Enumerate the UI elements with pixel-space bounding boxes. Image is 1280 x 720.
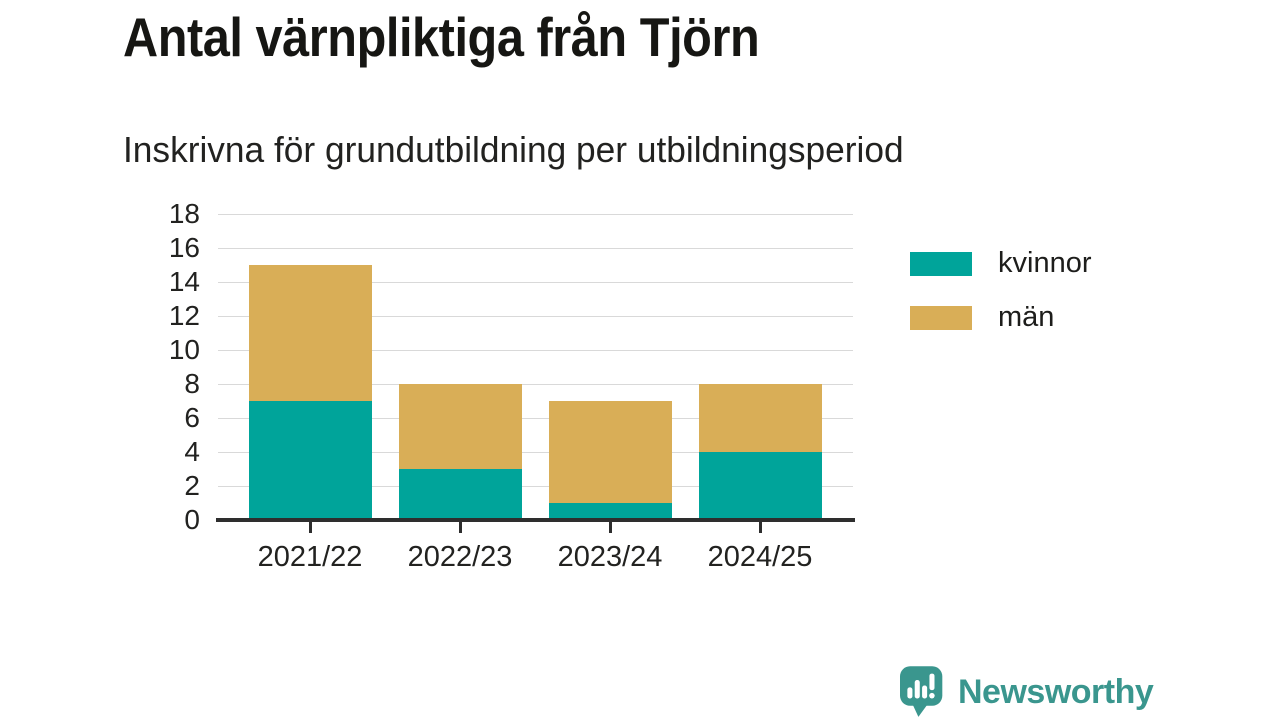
y-axis-tick-label: 4 — [184, 436, 200, 467]
bar-segment-män-2021/22 — [248, 265, 372, 401]
bar-segment-män-2023/24 — [548, 401, 672, 503]
gridline-8 — [218, 383, 853, 385]
x-axis-tick-2024/25 — [758, 522, 762, 533]
x-axis-tick-2022/23 — [458, 522, 462, 533]
gridline-14 — [218, 281, 853, 283]
y-axis-tick-label: 6 — [184, 402, 200, 433]
legend: kvinnor män — [910, 247, 1092, 355]
x-axis-tick-2023/24 — [608, 522, 612, 533]
x-axis-label-2023/24: 2023/24 — [557, 541, 663, 573]
x-axis-label-2022/23: 2022/23 — [407, 541, 513, 573]
bar-segment-kvinnor-2023/24 — [548, 503, 672, 520]
bar-segment-män-2024/25 — [698, 384, 822, 452]
bar-segment-kvinnor-2022/23 — [398, 469, 522, 520]
newsworthy-brand: Newsworthy — [900, 666, 1154, 718]
y-axis-tick-label: 18 — [168, 198, 200, 229]
chart-title: Antal värnpliktiga från Tjörn — [123, 6, 760, 68]
y-axis-tick-label: 14 — [168, 266, 200, 297]
chart-subtitle: Inskrivna för grundutbildning per utbild… — [123, 129, 904, 170]
gridline-16 — [218, 247, 853, 249]
y-axis-tick-label: 0 — [184, 504, 200, 535]
gridline-10 — [218, 349, 853, 351]
gridline-12 — [218, 315, 853, 317]
gridline-18 — [218, 213, 853, 215]
legend-label-kvinnor: kvinnor — [998, 247, 1092, 279]
y-axis-tick-label: 10 — [168, 334, 200, 365]
legend-label-män: män — [998, 301, 1055, 333]
bar-segment-män-2022/23 — [398, 384, 522, 469]
y-axis-tick-label: 8 — [184, 368, 200, 399]
bar-segment-kvinnor-2024/25 — [698, 452, 822, 520]
y-axis-tick-label: 12 — [168, 300, 200, 331]
x-axis-tick-2021/22 — [308, 522, 312, 533]
x-axis-line — [216, 518, 855, 522]
newsworthy-logo-icon — [900, 666, 943, 717]
x-axis-label-2021/22: 2021/22 — [257, 541, 363, 573]
legend-swatch-män — [910, 305, 972, 330]
gridline-6 — [218, 417, 853, 419]
legend-item-män: män — [910, 301, 1092, 334]
gridline-4 — [218, 451, 853, 453]
y-axis-tick-label: 16 — [168, 232, 200, 263]
y-axis-tick-label: 2 — [184, 470, 200, 501]
legend-item-kvinnor: kvinnor — [910, 247, 1092, 280]
bar-segment-kvinnor-2021/22 — [248, 401, 372, 520]
brand-name: Newsworthy — [958, 672, 1154, 711]
gridline-2 — [218, 485, 853, 487]
legend-swatch-kvinnor — [910, 251, 972, 276]
x-axis-label-2024/25: 2024/25 — [707, 541, 813, 573]
